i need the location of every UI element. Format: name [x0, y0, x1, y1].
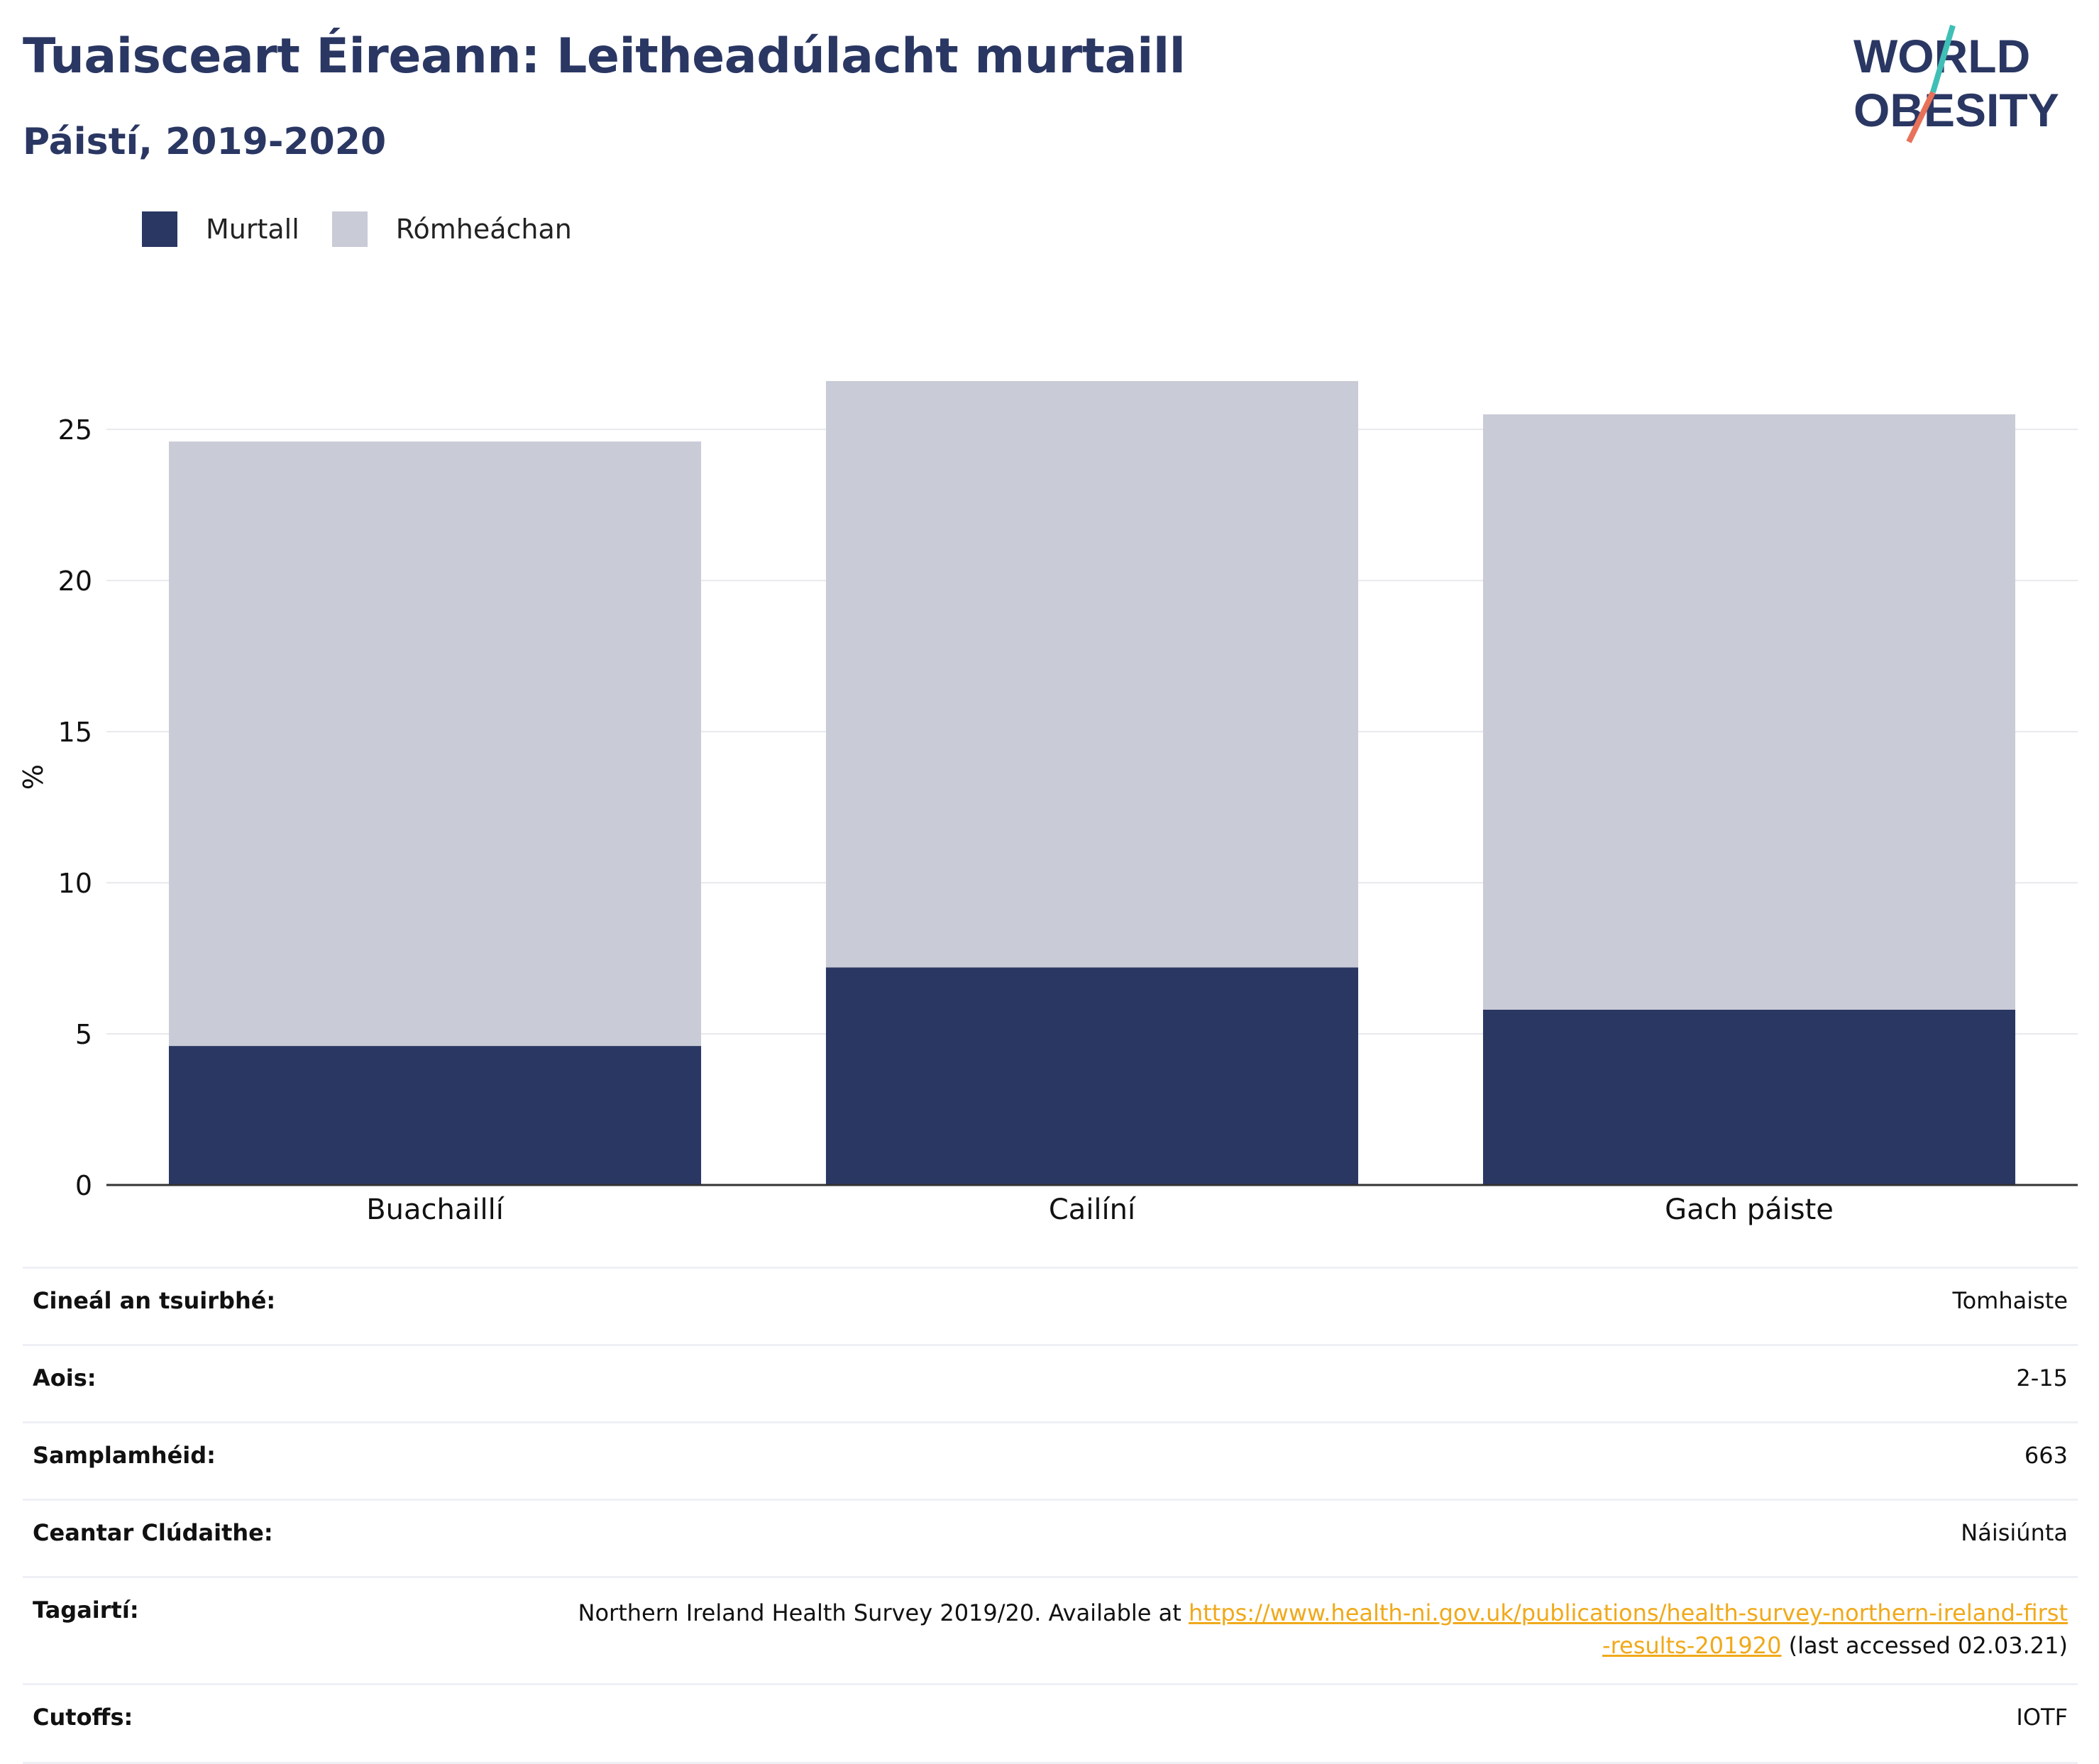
info-row-survey-type: Cineál an tsuirbhé: Tomhaiste [23, 1267, 2078, 1345]
chart-title: Tuaisceart Éireann: Leitheadúlacht murta… [23, 28, 1186, 84]
references-value: Northern Ireland Health Survey 2019/20. … [468, 1576, 2078, 1685]
legend-label-overweight: Rómheáchan [395, 214, 572, 245]
legend-swatch-overweight [331, 211, 368, 247]
age-label: Aois: [23, 1344, 468, 1423]
bar-obesity-0[interactable] [168, 1046, 702, 1185]
y-axis-label: % [18, 764, 49, 790]
area-covered-label: Ceantar Clúdaithe: [23, 1499, 468, 1577]
bar-obesity-2[interactable] [1482, 1009, 2016, 1185]
cutoffs-label: Cutoffs: [23, 1683, 468, 1764]
info-row-sample: Samplamhéid: 663 [23, 1421, 2078, 1500]
bars [168, 381, 2016, 1185]
legend-label-obesity: Murtall [206, 214, 299, 245]
references-text: Northern Ireland Health Survey 2019/20. … [578, 1599, 1189, 1626]
legend-item-obesity[interactable]: Murtall [142, 211, 299, 247]
bar-overweight-0[interactable] [168, 441, 702, 1047]
sample-size-label: Samplamhéid: [23, 1421, 468, 1500]
x-tick-label: Gach páiste [1665, 1194, 1834, 1226]
references-label: Tagairtí: [23, 1576, 468, 1685]
x-axis-ticks: Buachaillí Cailíní Gach páiste [366, 1194, 1834, 1226]
info-row-references: Tagairtí: Northern Ireland Health Survey… [23, 1576, 2078, 1685]
svg-text:OBESITY: OBESITY [1853, 84, 2059, 136]
y-axis-ticks: 0 5 10 15 20 25 [58, 414, 92, 1201]
y-tick-label: 5 [75, 1019, 92, 1050]
bar-overweight-2[interactable] [1482, 414, 2016, 1010]
x-tick-label: Cailíní [1049, 1194, 1137, 1226]
y-tick-label: 15 [58, 717, 92, 748]
y-tick-label: 20 [58, 566, 92, 597]
legend: Murtall Rómheáchan [142, 211, 605, 247]
world-obesity-logo: WORLD OBESITY [1853, 24, 2059, 143]
chart-subtitle: Páistí, 2019-2020 [23, 121, 387, 163]
info-row-cutoffs: Cutoffs: IOTF [23, 1683, 2078, 1764]
cutoffs-value: IOTF [468, 1683, 2078, 1764]
bar-obesity-1[interactable] [825, 967, 1359, 1185]
survey-info-table: Cineál an tsuirbhé: Tomhaiste Aois: 2-15… [23, 1267, 2078, 1764]
info-row-area: Ceantar Clúdaithe: Náisiúnta [23, 1499, 2078, 1577]
sample-size-value: 663 [468, 1421, 2078, 1500]
age-value: 2-15 [468, 1344, 2078, 1423]
legend-item-overweight[interactable]: Rómheáchan [331, 211, 572, 247]
bar-overweight-1[interactable] [825, 381, 1359, 968]
area-covered-value: Náisiúnta [468, 1499, 2078, 1577]
legend-swatch-obesity [142, 211, 177, 247]
references-accessed: (last accessed 02.03.21) [1781, 1632, 2068, 1659]
y-tick-label: 25 [58, 414, 92, 446]
x-tick-label: Buachaillí [366, 1194, 505, 1226]
survey-type-label: Cineál an tsuirbhé: [23, 1267, 468, 1345]
y-tick-label: 10 [58, 868, 92, 899]
survey-type-value: Tomhaiste [468, 1267, 2078, 1345]
y-tick-label: 0 [75, 1170, 92, 1201]
references-link[interactable]: https://www.health-ni.gov.uk/publication… [1188, 1599, 2068, 1659]
info-row-age: Aois: 2-15 [23, 1344, 2078, 1423]
